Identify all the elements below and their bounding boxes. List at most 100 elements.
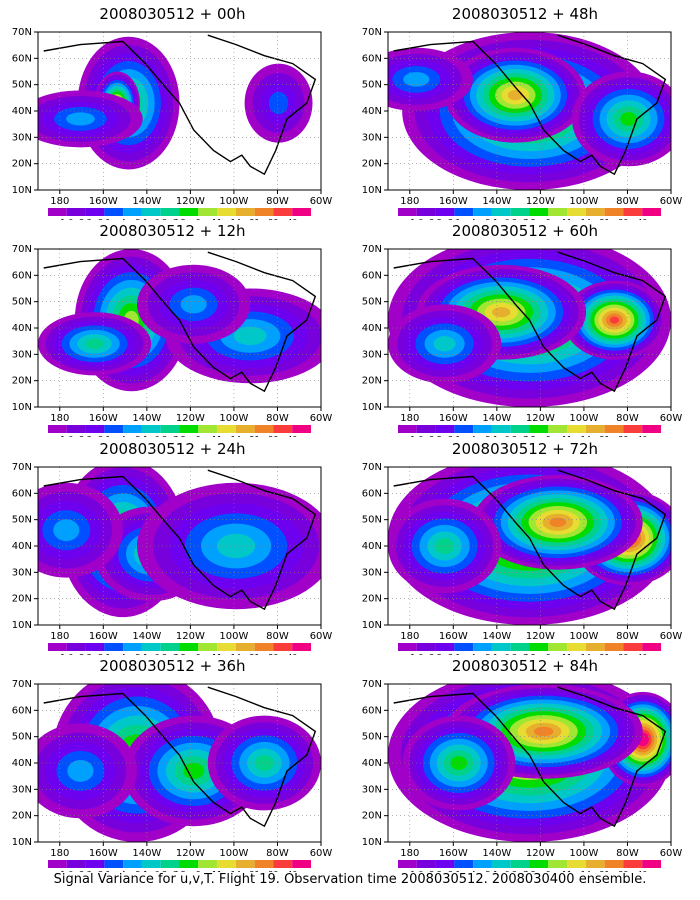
heat-contour	[67, 759, 94, 782]
y-tick-label: 50N	[12, 515, 32, 526]
x-tick-label: 80W	[616, 413, 639, 424]
colorbar-swatch	[491, 425, 511, 433]
y-tick-label: 40N	[362, 106, 382, 117]
colorbar-swatch	[473, 860, 492, 868]
y-tick-label: 30N	[362, 349, 382, 360]
panel-title: 2008030512 + 84h	[451, 657, 599, 675]
colorbar-swatch	[529, 643, 549, 651]
colorbar-swatch	[435, 643, 455, 651]
colorbar-label: 5.1	[486, 653, 499, 655]
x-tick-label: 120W	[176, 196, 205, 207]
colorbar-swatch	[66, 425, 86, 433]
colorbar-label: 5.1	[486, 218, 499, 220]
y-tick-label: 10N	[362, 837, 382, 848]
colorbar-label: 2.2	[79, 870, 92, 872]
colorbar-swatch	[473, 425, 492, 433]
heat-contour	[254, 755, 274, 771]
colorbar-label: 9	[546, 435, 551, 437]
colorbar-label: 11	[562, 435, 572, 437]
y-tick-label: 50N	[12, 297, 32, 308]
colorbar-swatch	[48, 425, 67, 433]
colorbar-label: 9	[196, 870, 201, 872]
forecast-panel: 2008030512 + 60h 10N 20N 30N 40N 50N 60N 70N 180…	[350, 222, 700, 437]
colorbar-label: 21	[250, 653, 260, 655]
heat-contour	[403, 72, 430, 87]
colorbar-swatch	[104, 208, 124, 216]
colorbar-swatch	[510, 208, 530, 216]
colorbar-swatch	[473, 208, 492, 216]
heat-contour	[180, 295, 207, 314]
colorbar-swatch	[416, 425, 436, 433]
x-tick-label: 60W	[310, 631, 333, 642]
x-tick-label: 60W	[310, 196, 333, 207]
colorbar-swatch	[398, 643, 417, 651]
colorbar-swatch	[604, 208, 624, 216]
colorbar-label: 40	[287, 870, 297, 872]
colorbar-label: 11	[562, 870, 572, 872]
colorbar-swatch	[179, 208, 199, 216]
colorbar-label: 5.1	[136, 870, 149, 872]
colorbar-label: 4	[121, 870, 126, 872]
forecast-panel: 2008030512 + 12h 10N 20N 30N 40N 50N 60N 70N 180…	[0, 222, 345, 437]
colorbar-swatch	[66, 208, 86, 216]
x-tick-label: 140W	[132, 631, 161, 642]
x-tick-label: 100W	[569, 848, 598, 859]
heat-contour	[609, 316, 620, 324]
colorbar-label: 6.3	[504, 435, 517, 437]
y-tick-label: 70N	[12, 244, 32, 255]
colorbar-label: 40	[637, 435, 647, 437]
x-tick-label: 140W	[482, 413, 511, 424]
coastline	[393, 469, 667, 611]
colorbar-label: 9	[546, 218, 551, 220]
colorbar-label: 1.6	[410, 435, 423, 437]
x-tick-label: 80W	[266, 196, 289, 207]
colorbar-label: 14	[231, 218, 241, 220]
colorbar-label: 11	[212, 218, 222, 220]
colorbar-swatch	[416, 643, 436, 651]
y-tick-label: 60N	[12, 705, 32, 716]
x-tick-label: 100W	[219, 848, 248, 859]
colorbar-swatch	[585, 643, 605, 651]
map-plot: 10N 20N 30N 40N 50N 60N 70N 180 160W 140W 120W 100W…	[12, 27, 333, 220]
heat-contour	[233, 326, 267, 346]
colorbar-label: 14	[581, 653, 591, 655]
colorbar-label: 14	[231, 870, 241, 872]
y-tick-label: 60N	[12, 53, 32, 64]
colorbar-label: 3.1	[448, 653, 461, 655]
y-tick-label: 20N	[362, 159, 382, 170]
x-tick-label: 120W	[176, 848, 205, 859]
colorbar-label: 1.6	[60, 870, 73, 872]
y-tick-label: 30N	[12, 132, 32, 143]
x-tick-label: 80W	[616, 848, 639, 859]
colorbar-label: 1.6	[410, 870, 423, 872]
colorbar-label: 3.1	[98, 435, 111, 437]
panel-title: 2008030512 + 24h	[99, 440, 246, 458]
y-tick-label: 60N	[362, 488, 382, 499]
colorbar-label: 9	[546, 870, 551, 872]
coastline	[393, 34, 667, 176]
colorbar-label: 5.1	[136, 218, 149, 220]
x-tick-label: 180	[50, 848, 69, 859]
colorbar-swatch	[548, 643, 568, 651]
colorbar-label: 5.1	[486, 435, 499, 437]
map-plot: 10N 20N 30N 40N 50N 60N 70N 180 160W 140W 120W 100W…	[362, 462, 683, 655]
colorbar-swatch	[567, 208, 586, 216]
colorbar-swatch	[623, 425, 643, 433]
colorbar-swatch	[273, 425, 293, 433]
colorbar-swatch	[548, 425, 568, 433]
colorbar-swatch	[48, 643, 67, 651]
colorbar-swatch	[510, 860, 530, 868]
colorbar-label: 21	[600, 870, 610, 872]
colorbar-swatch	[510, 425, 530, 433]
colorbar-label: 40	[287, 653, 297, 655]
colorbar-label: 29	[268, 435, 278, 437]
colorbar-swatch	[179, 643, 199, 651]
colorbar-label: 21	[250, 435, 260, 437]
colorbar-label: 11	[212, 435, 222, 437]
x-tick-label: 80W	[616, 631, 639, 642]
x-tick-label: 60W	[660, 413, 683, 424]
colorbar-label: 3.1	[448, 435, 461, 437]
colorbar-swatch	[604, 425, 624, 433]
colorbar-swatch	[567, 860, 586, 868]
colorbar-label: 29	[618, 653, 628, 655]
